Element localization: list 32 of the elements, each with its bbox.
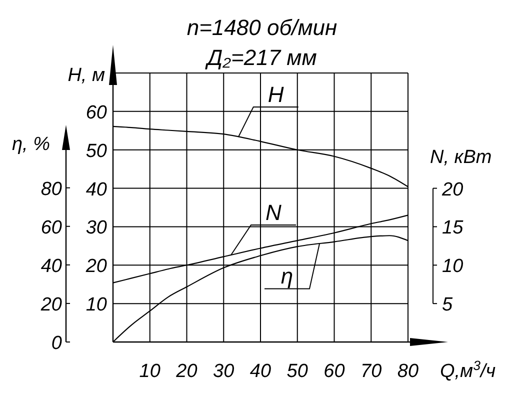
y-axis-title: H, м (68, 65, 105, 86)
series-label: N (266, 200, 282, 225)
y2-tick-label: 20 (441, 179, 464, 200)
y3-tick-label: 80 (40, 178, 62, 200)
y2-tick-label: 10 (442, 256, 464, 278)
y2-tick-label: 5 (442, 294, 453, 316)
y3-tick-label: 0 (51, 333, 62, 354)
y3-axis-title: η, % (12, 134, 50, 155)
y2-axis-title: N, кВт (430, 147, 492, 168)
x-tick-label: 50 (286, 361, 308, 382)
chart-subtitle: Д₂=217 мм (204, 45, 317, 70)
x-axis-title: Q,м$^{3}$/ч (440, 358, 496, 382)
y-tick-label: 30 (86, 218, 108, 239)
x-tick-label: 70 (360, 361, 382, 382)
x-tick-label: 10 (139, 361, 161, 382)
chart-title: n=1480 об/мин (186, 15, 338, 40)
y3-tick-label: 20 (40, 294, 62, 316)
x-tick-label: 80 (397, 361, 419, 382)
x-tick-label: 30 (213, 361, 235, 382)
y-tick-label: 40 (86, 179, 108, 200)
x-tick-label: 40 (250, 361, 272, 382)
y-tick-label: 50 (86, 140, 108, 162)
x-tick-label: 60 (324, 361, 346, 382)
y3-tick-label: 60 (40, 217, 62, 238)
x-tick-label: 20 (175, 361, 198, 382)
y3-tick-label: 40 (40, 256, 62, 277)
y-tick-label: 20 (84, 256, 108, 278)
legend-label: η (280, 264, 294, 289)
y-tick-label: 60 (86, 102, 108, 124)
y2-tick-label: 15 (442, 218, 464, 239)
y-tick-label: 10 (86, 294, 108, 316)
series-label: H (268, 82, 284, 108)
